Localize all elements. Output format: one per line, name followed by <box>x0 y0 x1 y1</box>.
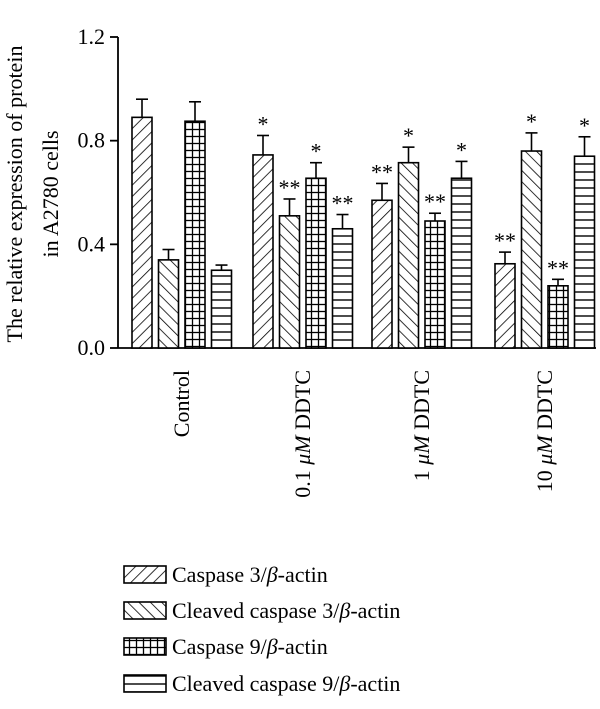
category-labels: Control 0.1 μM DDTC 1 μM DDTC 10 μM DDTC <box>169 370 557 498</box>
y-axis-ticks: 0.0 0.4 0.8 1.2 <box>78 24 118 360</box>
significance-mark: * <box>258 111 269 136</box>
significance-mark: ** <box>279 175 301 200</box>
category-label-control: Control <box>169 370 194 437</box>
bar-caspase-9-actin-10-m-ddtc <box>547 284 569 349</box>
bar-caspase-3-actin-control <box>131 116 153 349</box>
bar-caspase-9-actin-1-m-ddtc <box>424 220 446 349</box>
y-axis-label: The relative expression of protein in A27… <box>2 46 63 343</box>
error-bar <box>162 248 175 260</box>
bar-cleaved-caspase-9-actin-10-m-ddtc <box>573 155 596 349</box>
y-axis-label-line-1: The relative expression of protein <box>2 46 27 343</box>
error-bar <box>455 160 468 179</box>
significance-mark: * <box>456 137 467 162</box>
significance-mark: ** <box>371 159 393 184</box>
y-tick-label: 0.8 <box>78 128 106 153</box>
legend-label: Cleaved caspase 3/β-actin <box>172 598 400 623</box>
y-tick-label: 1.2 <box>78 24 106 49</box>
error-bar <box>429 212 441 222</box>
error-bar <box>283 198 296 216</box>
error-bar <box>499 251 511 264</box>
bar-caspase-3-actin-0-1-m-ddtc <box>252 154 274 349</box>
legend-swatch <box>123 565 167 584</box>
error-bar <box>136 98 148 118</box>
bar-cleaved-caspase-9-actin-1-m-ddtc <box>450 177 473 349</box>
y-tick-label: 0.4 <box>78 231 106 256</box>
bar-cleaved-caspase-3-actin-10-m-ddtc <box>520 150 543 349</box>
significance-mark: * <box>311 139 322 164</box>
error-bar <box>257 134 269 155</box>
significance-mark: ** <box>424 189 446 214</box>
error-bar <box>402 146 415 163</box>
legend-item-caspase-9-actin: Caspase 9/β-actin <box>123 634 328 659</box>
error-bar <box>552 278 564 286</box>
legend-label: Caspase 3/β-actin <box>172 562 328 587</box>
y-tick-label: 0.0 <box>78 335 106 360</box>
bar-cleaved-caspase-3-actin-0-1-m-ddtc <box>278 215 301 349</box>
legend-swatch <box>123 674 167 693</box>
category-label-1-m-ddtc: 1 μM DDTC <box>409 370 434 481</box>
bar-caspase-3-actin-10-m-ddtc <box>494 262 516 349</box>
error-bar <box>376 182 388 201</box>
bar-caspase-9-actin-0-1-m-ddtc <box>305 177 327 349</box>
error-bar <box>189 100 201 122</box>
legend-item-cleaved-caspase-9-actin: Cleaved caspase 9/β-actin <box>123 671 400 696</box>
significance-mark: * <box>579 113 590 138</box>
bar-cleaved-caspase-3-actin-1-m-ddtc <box>397 161 420 349</box>
legend: Caspase 3/β-actin Cleaved caspase 3/β-act… <box>123 562 400 696</box>
bar-caspase-9-actin-control <box>184 120 206 349</box>
bar-cleaved-caspase-9-actin-control <box>210 269 233 349</box>
significance-mark: ** <box>332 191 354 216</box>
error-bar <box>525 132 538 152</box>
category-label-0-1-m-ddtc: 0.1 μM DDTC <box>290 370 315 498</box>
legend-item-cleaved-caspase-3-actin: Cleaved caspase 3/β-actin <box>123 598 400 623</box>
error-bar <box>310 161 322 179</box>
legend-swatch <box>123 637 167 656</box>
legend-label: Caspase 9/β-actin <box>172 634 328 659</box>
legend-item-caspase-3-actin: Caspase 3/β-actin <box>123 562 328 587</box>
significance-mark: ** <box>547 255 569 280</box>
error-bar <box>215 264 228 271</box>
legend-label: Cleaved caspase 9/β-actin <box>172 671 400 696</box>
bar-cleaved-caspase-9-actin-0-1-m-ddtc <box>331 227 354 349</box>
significance-mark: * <box>526 109 537 134</box>
bars: ****************** <box>131 98 596 349</box>
y-axis-label-line-2: in A2780 cells <box>38 130 63 257</box>
category-label-10-m-ddtc: 10 μM DDTC <box>532 370 557 492</box>
significance-mark: ** <box>494 228 516 253</box>
error-bar <box>336 213 349 229</box>
bar-cleaved-caspase-3-actin-control <box>157 259 180 349</box>
error-bar <box>578 135 591 157</box>
significance-mark: * <box>403 123 414 148</box>
legend-swatch <box>123 601 167 620</box>
bar-caspase-3-actin-1-m-ddtc <box>371 199 393 349</box>
